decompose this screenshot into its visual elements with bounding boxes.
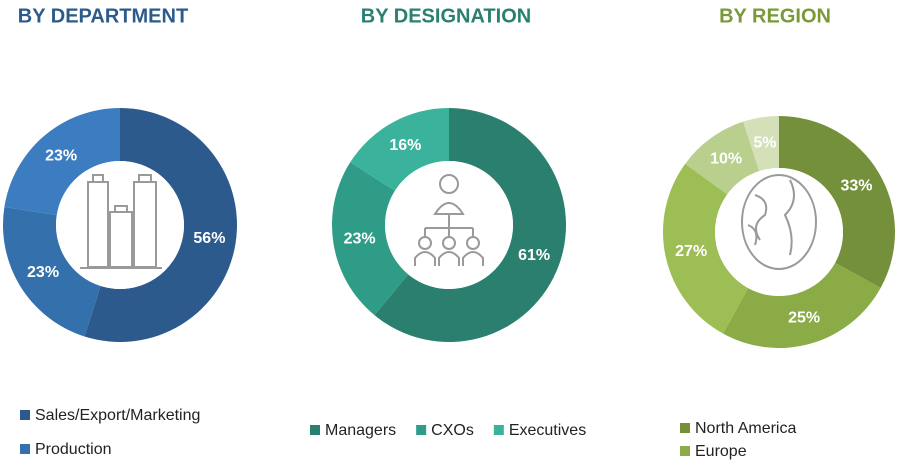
legend-label: CXOs — [431, 422, 474, 439]
icon-part — [418, 236, 432, 250]
donut-hole — [56, 161, 184, 289]
legend-swatch — [20, 410, 30, 420]
legend-swatch — [310, 425, 320, 435]
donut-slice — [84, 108, 237, 342]
slice-label: 33% — [840, 177, 872, 194]
donut-slice — [723, 262, 881, 348]
icon-part — [747, 179, 795, 256]
slice-label: 23% — [27, 264, 59, 281]
donut-slice — [374, 108, 566, 342]
donut-slice — [4, 108, 120, 216]
slice-label: 16% — [389, 137, 421, 154]
legend-swatch — [416, 425, 427, 435]
legend-swatch — [680, 423, 690, 433]
slice-label: 27% — [675, 243, 707, 260]
slice-label: 10% — [710, 150, 742, 167]
icon-part — [80, 174, 162, 269]
legend-label: North America — [695, 420, 796, 437]
legend-swatch — [493, 425, 504, 435]
icon-part — [414, 251, 436, 266]
legend-swatch — [680, 446, 690, 456]
donut-slice — [685, 121, 760, 195]
donut-slice — [331, 162, 409, 316]
legend-swatch — [20, 444, 30, 454]
icon-part — [439, 174, 459, 194]
slice-label: 5% — [753, 134, 776, 151]
slice-label: 23% — [344, 230, 376, 247]
slice-label: 56% — [193, 230, 225, 247]
legend-label: Production — [35, 441, 112, 458]
chart-title: BY DEPARTMENT — [18, 5, 188, 27]
donut-slice — [779, 116, 895, 288]
icon-part — [741, 174, 817, 270]
slice-label: 61% — [518, 247, 550, 264]
icon-part — [462, 251, 484, 266]
chart-title: BY REGION — [719, 5, 831, 27]
chart-title: BY DESIGNATION — [361, 5, 531, 27]
donut-hole — [715, 168, 843, 296]
icon-part — [424, 202, 474, 238]
slice-label: 25% — [788, 310, 820, 327]
donut-slice — [663, 163, 749, 334]
donut-slice — [743, 116, 779, 172]
legend-label: Europe — [695, 443, 747, 460]
icon-part — [442, 236, 456, 250]
icon-part — [438, 251, 460, 266]
donut-slice — [2, 207, 101, 337]
legend-label: Executives — [509, 422, 586, 439]
icons — [80, 174, 817, 270]
legend-label: Managers — [325, 422, 396, 439]
donut-slice — [350, 108, 449, 191]
legend-label: Sales/Export/Marketing — [35, 407, 200, 424]
slice-label: 23% — [45, 147, 77, 164]
icon-part — [466, 236, 480, 250]
